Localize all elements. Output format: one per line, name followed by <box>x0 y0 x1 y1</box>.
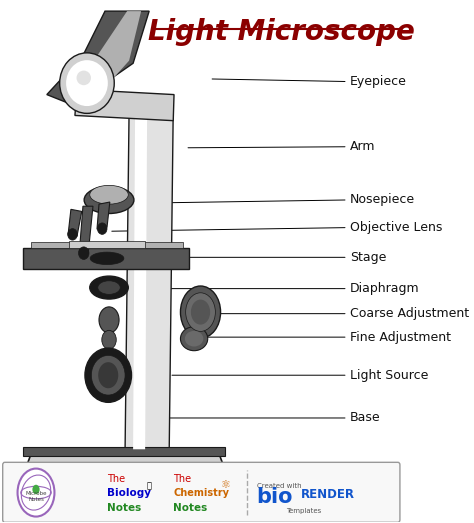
Ellipse shape <box>91 356 125 395</box>
Ellipse shape <box>102 331 116 349</box>
Ellipse shape <box>60 53 114 113</box>
Bar <box>69 241 145 248</box>
Ellipse shape <box>185 331 203 347</box>
Ellipse shape <box>76 71 91 85</box>
Polygon shape <box>68 209 82 236</box>
Text: Stage: Stage <box>350 251 386 264</box>
Polygon shape <box>75 89 174 121</box>
Text: Arm: Arm <box>350 140 375 153</box>
Text: Biology: Biology <box>107 487 151 497</box>
Ellipse shape <box>186 293 215 332</box>
Ellipse shape <box>90 276 128 299</box>
Ellipse shape <box>85 348 131 402</box>
Text: The: The <box>173 474 191 484</box>
Ellipse shape <box>97 223 107 234</box>
Ellipse shape <box>181 327 208 351</box>
Polygon shape <box>97 202 110 229</box>
Ellipse shape <box>191 300 210 325</box>
Ellipse shape <box>84 186 134 213</box>
Text: Notes: Notes <box>173 503 208 513</box>
Polygon shape <box>21 449 229 482</box>
Text: 🧬: 🧬 <box>146 481 151 490</box>
Ellipse shape <box>99 307 119 333</box>
Text: Objective Lens: Objective Lens <box>350 221 442 234</box>
Bar <box>153 481 175 497</box>
Polygon shape <box>23 248 189 269</box>
Polygon shape <box>31 242 183 248</box>
Ellipse shape <box>98 281 120 294</box>
Polygon shape <box>133 110 147 449</box>
Text: Notes: Notes <box>107 503 141 513</box>
Text: Light Microscope: Light Microscope <box>148 18 415 47</box>
Text: Base: Base <box>350 412 381 425</box>
Text: RENDER: RENDER <box>301 488 355 501</box>
Text: Templates: Templates <box>285 508 321 514</box>
Text: Nosepiece: Nosepiece <box>350 194 415 207</box>
Polygon shape <box>47 11 149 105</box>
Text: Light Source: Light Source <box>350 369 428 382</box>
Circle shape <box>18 469 55 517</box>
Ellipse shape <box>181 286 220 338</box>
Polygon shape <box>79 11 141 101</box>
Ellipse shape <box>79 247 89 259</box>
Text: Fine Adjustment: Fine Adjustment <box>350 331 451 344</box>
Text: Microbe
Notes: Microbe Notes <box>25 491 47 502</box>
FancyBboxPatch shape <box>3 462 400 522</box>
Text: Diaphragm: Diaphragm <box>350 282 419 295</box>
Text: Chemistry: Chemistry <box>173 487 229 497</box>
Ellipse shape <box>90 252 124 265</box>
Ellipse shape <box>68 229 77 240</box>
Text: Created with: Created with <box>257 483 301 489</box>
Text: The: The <box>107 474 125 484</box>
Ellipse shape <box>98 362 118 388</box>
Bar <box>197 481 219 497</box>
Ellipse shape <box>66 60 108 106</box>
Ellipse shape <box>90 185 128 204</box>
Text: ⚛: ⚛ <box>220 480 230 490</box>
Text: Eyepiece: Eyepiece <box>350 75 407 88</box>
Ellipse shape <box>32 485 40 494</box>
Bar <box>23 447 226 456</box>
Polygon shape <box>79 206 93 254</box>
Bar <box>33 481 55 497</box>
Text: bio: bio <box>257 487 293 507</box>
Polygon shape <box>125 110 173 449</box>
Bar <box>77 481 99 497</box>
Text: Coarse Adjustment: Coarse Adjustment <box>350 307 469 320</box>
